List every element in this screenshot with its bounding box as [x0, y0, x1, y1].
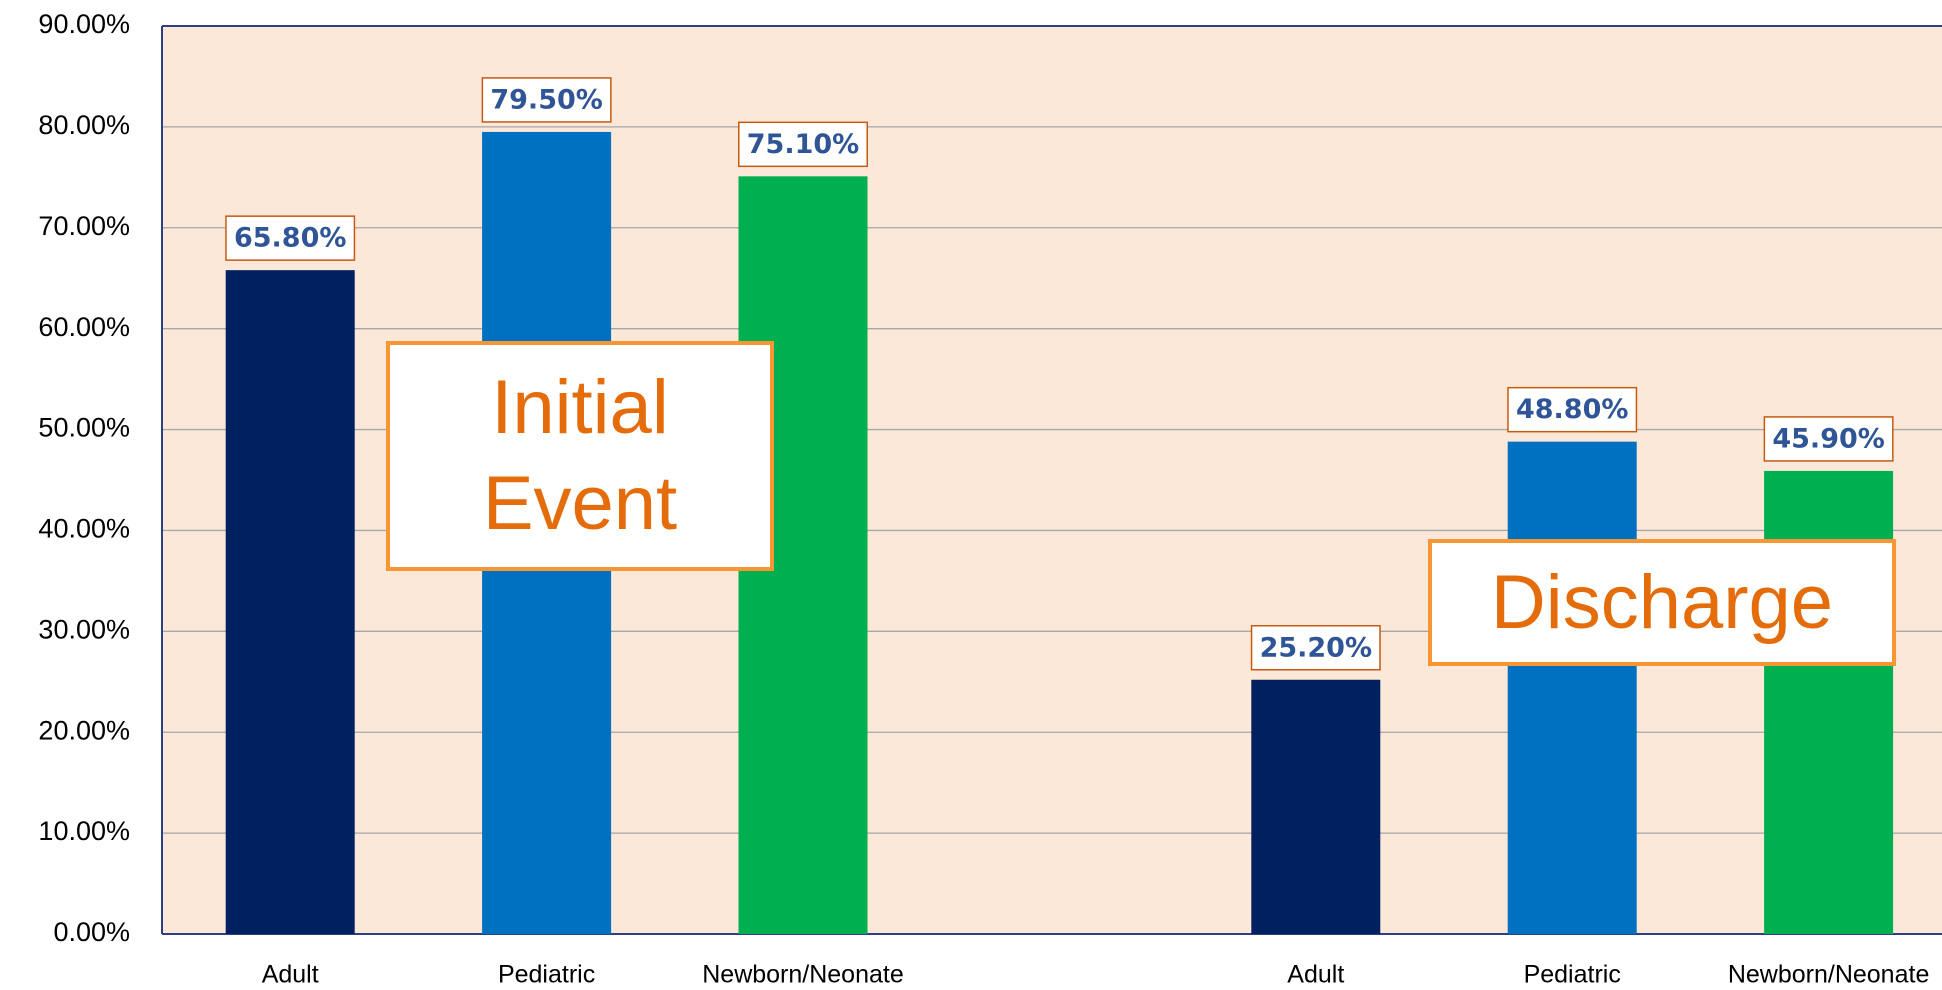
bar [1507, 441, 1637, 934]
value-label-box [1507, 386, 1638, 433]
y-tick-label: 50.00% [38, 413, 130, 443]
value-label: 65.80% [234, 223, 346, 254]
x-tick-label: Newborn/Neonate [702, 961, 904, 989]
x-tick-label: Adult [262, 961, 319, 989]
y-tick-label: 30.00% [38, 614, 130, 644]
value-label: 45.90% [1772, 423, 1884, 454]
y-tick-label: 90.00% [38, 9, 130, 39]
x-tick-label: Pediatric [498, 961, 595, 989]
value-label: 25.20% [1260, 632, 1372, 663]
y-tick-label: 40.00% [38, 514, 130, 544]
x-tick-label: Adult [1287, 961, 1344, 989]
y-tick-label: 0.00% [53, 917, 130, 947]
value-label: 48.80% [1516, 394, 1628, 425]
value-label-box [1763, 416, 1894, 462]
value-label-box [225, 215, 356, 261]
y-tick-label: 10.00% [38, 816, 130, 846]
value-label-box [738, 121, 868, 168]
value-label-box [1250, 625, 1381, 671]
annotation: Discharge [1428, 539, 1896, 666]
value-label-box [481, 77, 612, 123]
y-tick-label: 80.00% [38, 110, 130, 140]
bar [225, 270, 355, 934]
value-label: 75.10% [747, 129, 859, 160]
annotation: Initial Event [386, 341, 774, 571]
y-tick-label: 60.00% [38, 312, 130, 342]
y-tick-label: 20.00% [38, 715, 130, 745]
bar [1251, 679, 1381, 934]
x-tick-label: Newborn/Neonate [1728, 961, 1930, 989]
value-label: 79.50% [490, 84, 602, 115]
x-tick-label: Pediatric [1524, 961, 1621, 989]
y-tick-label: 70.00% [38, 211, 130, 241]
